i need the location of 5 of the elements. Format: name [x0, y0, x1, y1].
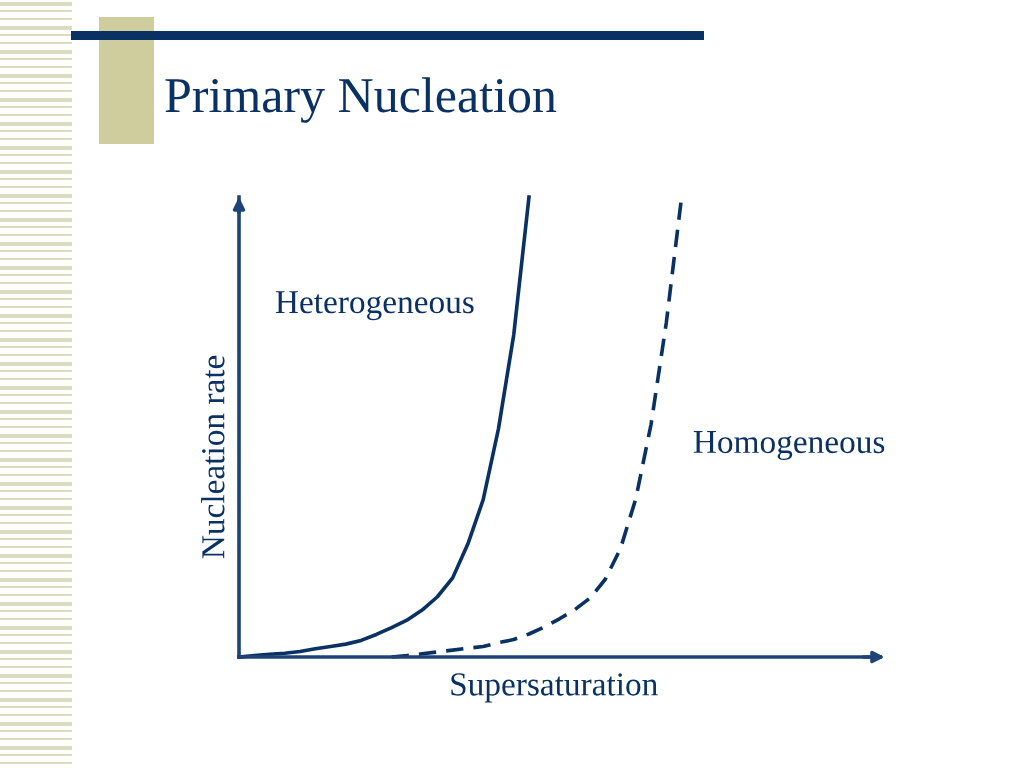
y-axis-title: Nucleation rate [201, 355, 225, 559]
series-label: Homogeneous [693, 431, 885, 461]
chart-title: Primary Nucleation [165, 77, 557, 123]
series-label: Heterogeneous [275, 291, 474, 321]
x-axis-title: Supersaturation [451, 673, 658, 703]
